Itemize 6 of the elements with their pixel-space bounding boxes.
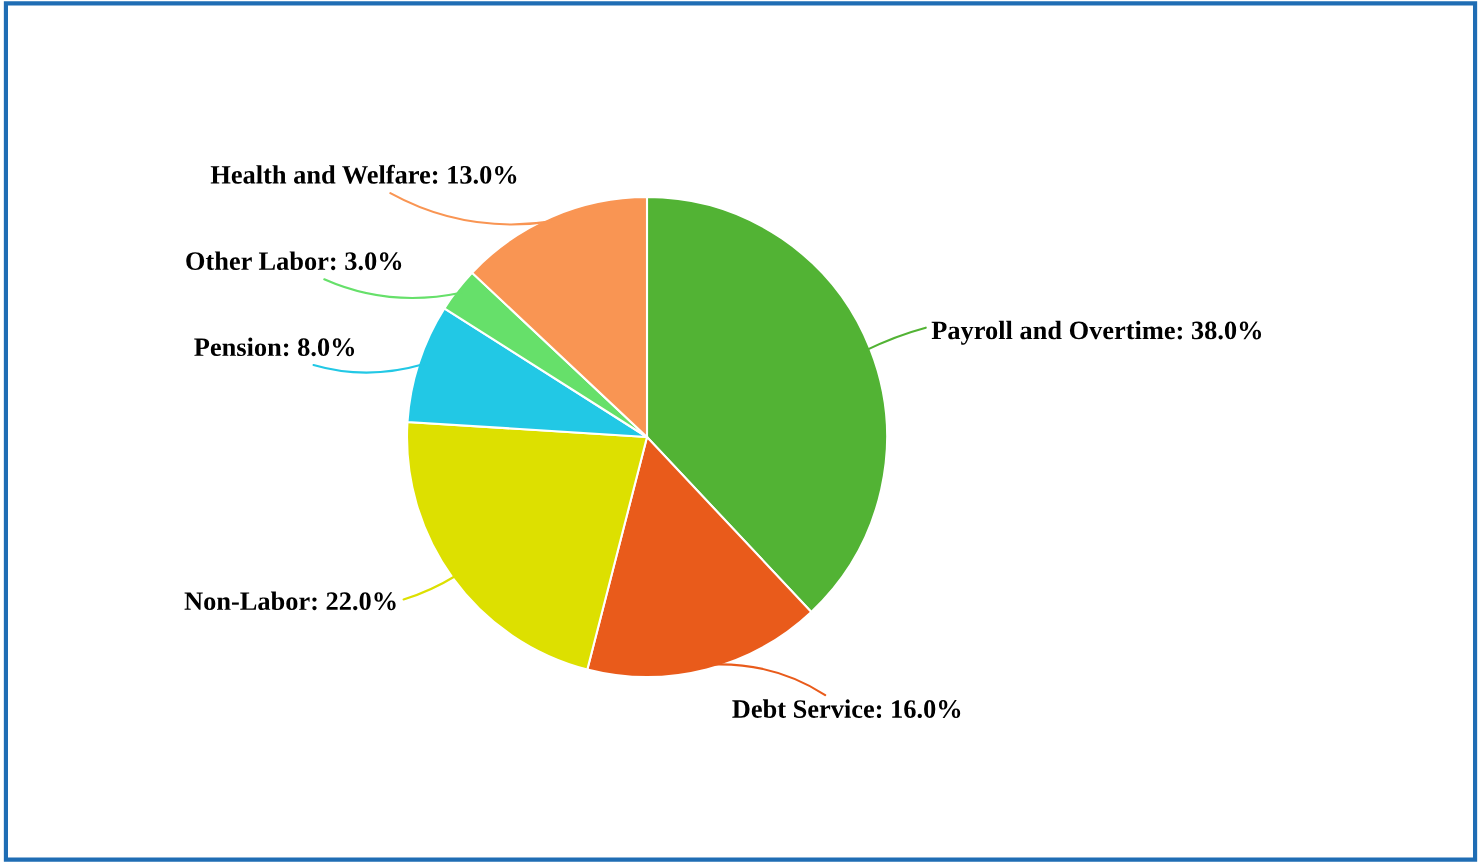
slice-label: Non-Labor: 22.0% <box>184 591 396 611</box>
slice-label: Pension: 8.0% <box>194 337 355 357</box>
slice-label: Other Labor: 3.0% <box>186 251 402 271</box>
slice-label: Debt Service: 16.0% <box>732 699 961 719</box>
slice-label: Health and Welfare: 13.0% <box>210 164 517 184</box>
slice-label: Payroll and Overtime: 38.0% <box>931 320 1262 345</box>
